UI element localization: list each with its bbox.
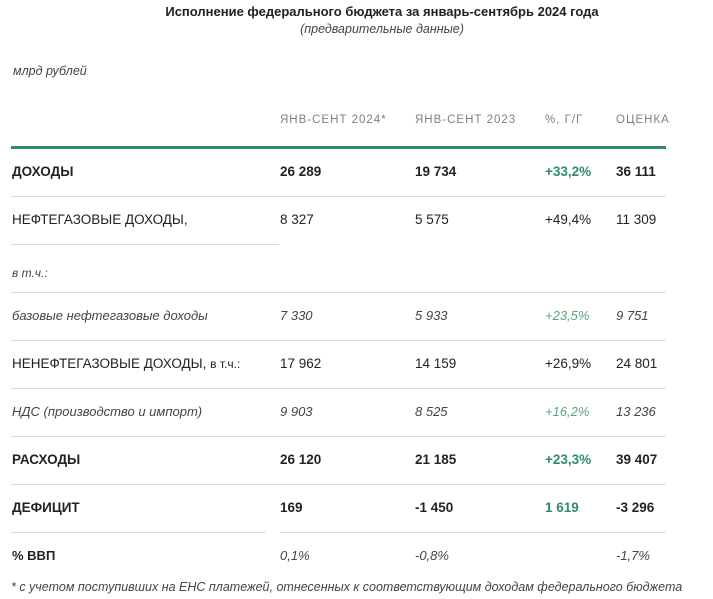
cell-2023: 5 933 xyxy=(415,308,448,323)
table-row-gdp-share: % ВВП 0,1% -0,8% -1,7% xyxy=(11,533,666,581)
cell-2024: 0,1% xyxy=(280,548,310,563)
cell-estimate: 13 236 xyxy=(616,404,656,419)
page-title: Исполнение федерального бюджета за январ… xyxy=(165,4,599,19)
row-label-suffix: в т.ч.: xyxy=(210,357,241,371)
row-divider xyxy=(280,532,666,533)
cell-2024: 9 903 xyxy=(280,404,313,419)
cell-estimate: -1,7% xyxy=(616,548,650,563)
cell-yoy: +26,9% xyxy=(545,356,592,371)
cell-2024: 26 289 xyxy=(280,164,322,179)
table-header: ЯНВ-СЕНТ 2024* ЯНВ-СЕНТ 2023 %, Г/Г ОЦЕН… xyxy=(11,100,669,149)
table-row-oil-gas-revenue: НЕФТЕГАЗОВЫЕ ДОХОДЫ, 8 327 5 575 +49,4% … xyxy=(11,197,666,245)
cell-2024: 169 xyxy=(280,500,303,515)
row-label: в т.ч.: xyxy=(12,266,48,280)
column-header-2024: ЯНВ-СЕНТ 2024* xyxy=(280,114,387,126)
cell-2023: 5 575 xyxy=(415,212,449,227)
cell-estimate: 11 309 xyxy=(616,212,657,227)
row-label: НДС (производство и импорт) xyxy=(12,404,203,419)
cell-yoy: +16,2% xyxy=(545,404,590,419)
cell-2023: -0,8% xyxy=(415,548,449,563)
footnote: * с учетом поступивших на ЕНС платежей, … xyxy=(11,580,683,594)
cell-2024: 7 330 xyxy=(280,308,313,323)
row-label-main: НЕНЕФТЕГАЗОВЫЕ ДОХОДЫ, xyxy=(12,356,207,371)
cell-2023: 14 159 xyxy=(415,356,457,371)
cell-estimate: 36 111 xyxy=(616,164,656,179)
cell-estimate: 9 751 xyxy=(616,308,649,323)
row-label: НЕНЕФТЕГАЗОВЫЕ ДОХОДЫ, в т.ч.: xyxy=(12,356,240,371)
cell-2024: 8 327 xyxy=(280,212,314,227)
table-row-non-oil-gas-revenue: НЕНЕФТЕГАЗОВЫЕ ДОХОДЫ, в т.ч.: 17 962 14… xyxy=(11,341,666,389)
cell-estimate: 24 801 xyxy=(616,356,658,371)
cell-estimate: -3 296 xyxy=(616,500,655,515)
row-label: НЕФТЕГАЗОВЫЕ ДОХОДЫ, xyxy=(12,212,188,227)
cell-estimate: 39 407 xyxy=(616,452,658,467)
page-subtitle: (предварительные данные) xyxy=(300,22,464,36)
row-label: базовые нефтегазовые доходы xyxy=(12,308,208,323)
table-row-deficit: ДЕФИЦИТ 169 -1 450 1 619 -3 296 xyxy=(11,485,666,533)
cell-2024: 17 962 xyxy=(280,356,322,371)
row-divider xyxy=(11,484,666,485)
row-divider xyxy=(11,436,666,437)
cell-2023: 21 185 xyxy=(415,452,457,467)
cell-2023: 8 525 xyxy=(415,404,448,419)
cell-yoy: +23,5% xyxy=(545,308,590,323)
row-divider xyxy=(11,532,266,533)
row-label: РАСХОДЫ xyxy=(12,452,81,467)
table-row-vat: НДС (производство и импорт) 9 903 8 525 … xyxy=(11,389,666,437)
row-label: ДОХОДЫ xyxy=(12,164,74,179)
row-divider xyxy=(11,340,666,341)
cell-yoy: +49,4% xyxy=(545,212,592,227)
table-row-revenue: ДОХОДЫ 26 289 19 734 +33,2% 36 111 xyxy=(11,149,666,197)
budget-table: ЯНВ-СЕНТ 2024* ЯНВ-СЕНТ 2023 %, Г/Г ОЦЕН… xyxy=(11,100,669,581)
cell-2023: 19 734 xyxy=(415,164,457,179)
row-divider xyxy=(11,388,666,389)
unit-label: млрд рублей xyxy=(13,64,87,78)
row-divider xyxy=(11,244,279,245)
row-label: % ВВП xyxy=(12,548,56,563)
column-header-estimate: ОЦЕНКА xyxy=(616,114,670,126)
cell-yoy: 1 619 xyxy=(545,500,579,515)
cell-yoy: +33,2% xyxy=(545,164,592,179)
cell-yoy: +23,3% xyxy=(545,452,592,467)
table-row-including: в т.ч.: xyxy=(11,245,666,293)
column-header-yoy: %, Г/Г xyxy=(545,114,584,126)
table-row-expenses: РАСХОДЫ 26 120 21 185 +23,3% 39 407 xyxy=(11,437,666,485)
table-row-base-oil-gas: базовые нефтегазовые доходы 7 330 5 933 … xyxy=(11,293,666,341)
row-label: ДЕФИЦИТ xyxy=(12,500,80,515)
row-divider xyxy=(11,292,666,293)
column-header-2023: ЯНВ-СЕНТ 2023 xyxy=(415,114,517,126)
cell-2023: -1 450 xyxy=(415,500,454,515)
cell-2024: 26 120 xyxy=(280,452,322,467)
row-divider xyxy=(11,196,666,197)
